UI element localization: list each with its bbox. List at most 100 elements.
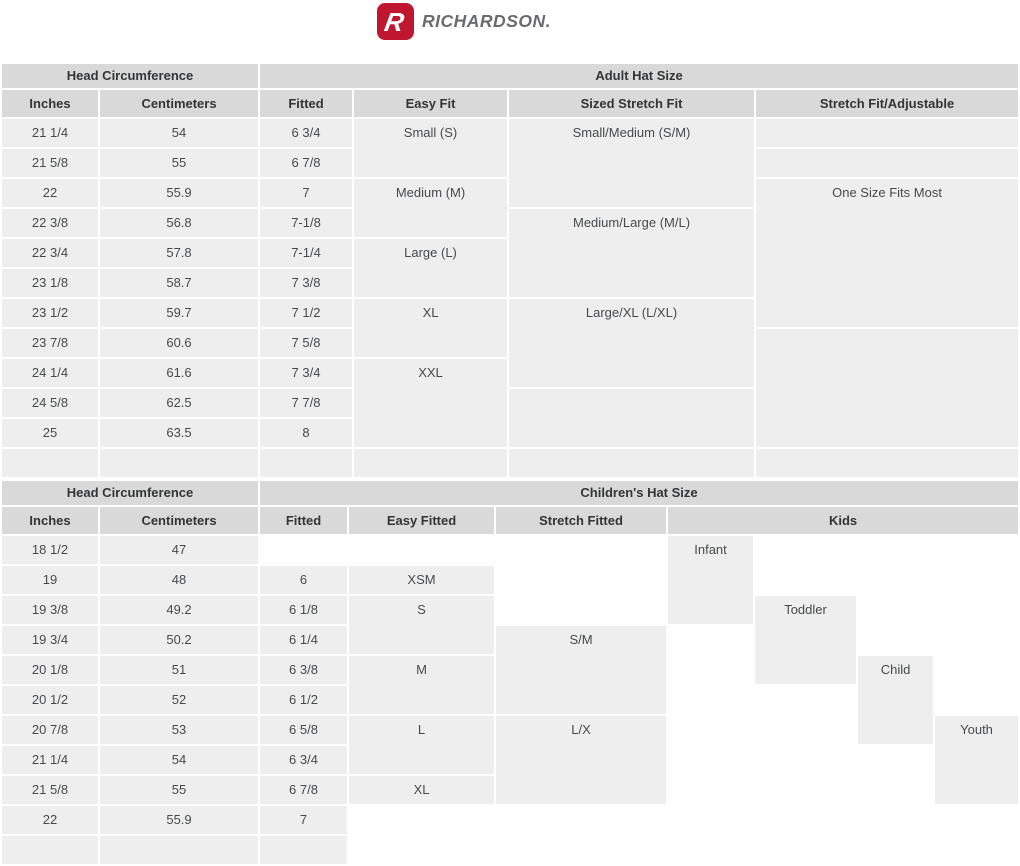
table-row: 20 7/8 53 6 5/8 L L/X Youth (2, 716, 1019, 804)
cell: 23 1/2 (2, 299, 98, 327)
cell: Large/XL (L/XL) (509, 299, 755, 387)
group-header: Adult Hat Size (260, 64, 1019, 88)
blank-cell (668, 656, 754, 684)
column-header: Easy Fit (354, 90, 508, 117)
blank-cell (755, 746, 857, 774)
cell: 62.5 (100, 389, 259, 417)
column-header: Inches (2, 507, 98, 534)
cell: Medium (M) (354, 179, 508, 237)
blank-cell (755, 566, 857, 594)
blank-cell (668, 806, 754, 834)
table-row: 23 1/2 59.7 7 1/2 XL Large/XL (L/XL) (2, 299, 1018, 387)
cell: Toddler (755, 596, 857, 684)
column-header: Stretch Fit/Adjustable (756, 90, 1019, 117)
cell (2, 449, 98, 477)
cell: 21 1/4 (2, 746, 98, 774)
blank-cell (858, 596, 934, 624)
cell: 55 (100, 776, 259, 804)
cell: 52 (100, 686, 259, 714)
cell: 22 (2, 179, 98, 207)
blank-cell (935, 806, 1019, 834)
cell: S (349, 596, 495, 654)
blank-cell (935, 686, 1019, 714)
cell: 18 1/2 (2, 536, 98, 564)
cell: 7-1/4 (260, 239, 353, 267)
table-row: 21 1/4 54 6 3/4 (2, 746, 1018, 774)
blank-cell (935, 656, 1019, 684)
table-row (2, 836, 1019, 864)
cell: Small/Medium (S/M) (509, 119, 755, 207)
blank-cell (858, 806, 934, 834)
cell (509, 389, 755, 447)
cell: 56.8 (100, 209, 259, 237)
blank-cell (349, 806, 495, 834)
column-header: Fitted (260, 90, 353, 117)
cell: 6 1/8 (260, 596, 348, 624)
cell (509, 449, 755, 477)
blank-cell (668, 776, 754, 804)
table-row: 18 1/2 47 Infant (2, 536, 1019, 624)
cell: XSM (349, 566, 495, 594)
cell: 58.7 (100, 269, 259, 297)
cell: M (349, 656, 495, 714)
brand-wordmark: RICHARDSON. (422, 11, 551, 31)
table-row: 25 63.5 8 (2, 419, 1018, 447)
blank-cell (935, 536, 1019, 564)
table-row: 24 5/8 62.5 7 7/8 (2, 389, 1018, 447)
cell: 23 7/8 (2, 329, 98, 357)
cell: 6 1/2 (260, 686, 348, 714)
blank-cell (858, 746, 934, 774)
cell: 59.7 (100, 299, 259, 327)
cell: Infant (668, 536, 754, 624)
table-row: 23 7/8 60.6 7 5/8 (2, 329, 1019, 447)
cell (100, 836, 259, 864)
cell: 21 5/8 (2, 776, 98, 804)
cell: 7 7/8 (260, 389, 353, 417)
cell: 55.9 (100, 179, 259, 207)
cell: 54 (100, 746, 259, 774)
cell: Large (L) (354, 239, 508, 297)
cell: 20 1/8 (2, 656, 98, 684)
cell: Child (858, 656, 934, 744)
cell: 6 7/8 (260, 149, 353, 177)
cell: 6 (260, 566, 348, 594)
cell: S/M (496, 626, 667, 714)
blank-cell (755, 536, 857, 564)
cell: 7 (260, 179, 353, 207)
cell: 7 (260, 806, 348, 834)
blank-cell (496, 806, 667, 834)
group-header: Head Circumference (2, 64, 259, 88)
cell (756, 149, 1019, 177)
cell: 7 3/8 (260, 269, 353, 297)
cell: 6 1/4 (260, 626, 348, 654)
cell: 54 (100, 119, 259, 147)
cell: 25 (2, 419, 98, 447)
blank-cell (668, 746, 754, 774)
column-header: Fitted (260, 507, 348, 534)
blank-cell (858, 836, 934, 864)
cell (2, 836, 98, 864)
cell (756, 119, 1019, 147)
table-row: 22 55.9 7 (2, 806, 1019, 834)
table-row (2, 449, 1019, 477)
cell (100, 449, 259, 477)
column-header: Stretch Fitted (496, 507, 667, 534)
cell: One Size Fits Most (756, 179, 1019, 327)
cell: 22 3/4 (2, 239, 98, 267)
cell: 7 3/4 (260, 359, 353, 387)
blank-cell (260, 536, 495, 564)
column-header: Inches (2, 90, 98, 117)
cell: Medium/Large (M/L) (509, 209, 755, 297)
blank-cell (755, 686, 857, 714)
blank-cell (858, 776, 934, 804)
cell: 6 3/4 (260, 119, 353, 147)
cell (756, 449, 1019, 477)
cell: 6 3/8 (260, 656, 348, 684)
cell: 53 (100, 716, 259, 744)
column-header: Sized Stretch Fit (509, 90, 755, 117)
table-row: 21 1/4 54 6 3/4 Small (S) Small/Medium (S/M) (2, 119, 1019, 207)
cell: 7 1/2 (260, 299, 353, 327)
cell: 49.2 (100, 596, 259, 624)
blank-cell (755, 776, 857, 804)
blank-cell (755, 836, 857, 864)
